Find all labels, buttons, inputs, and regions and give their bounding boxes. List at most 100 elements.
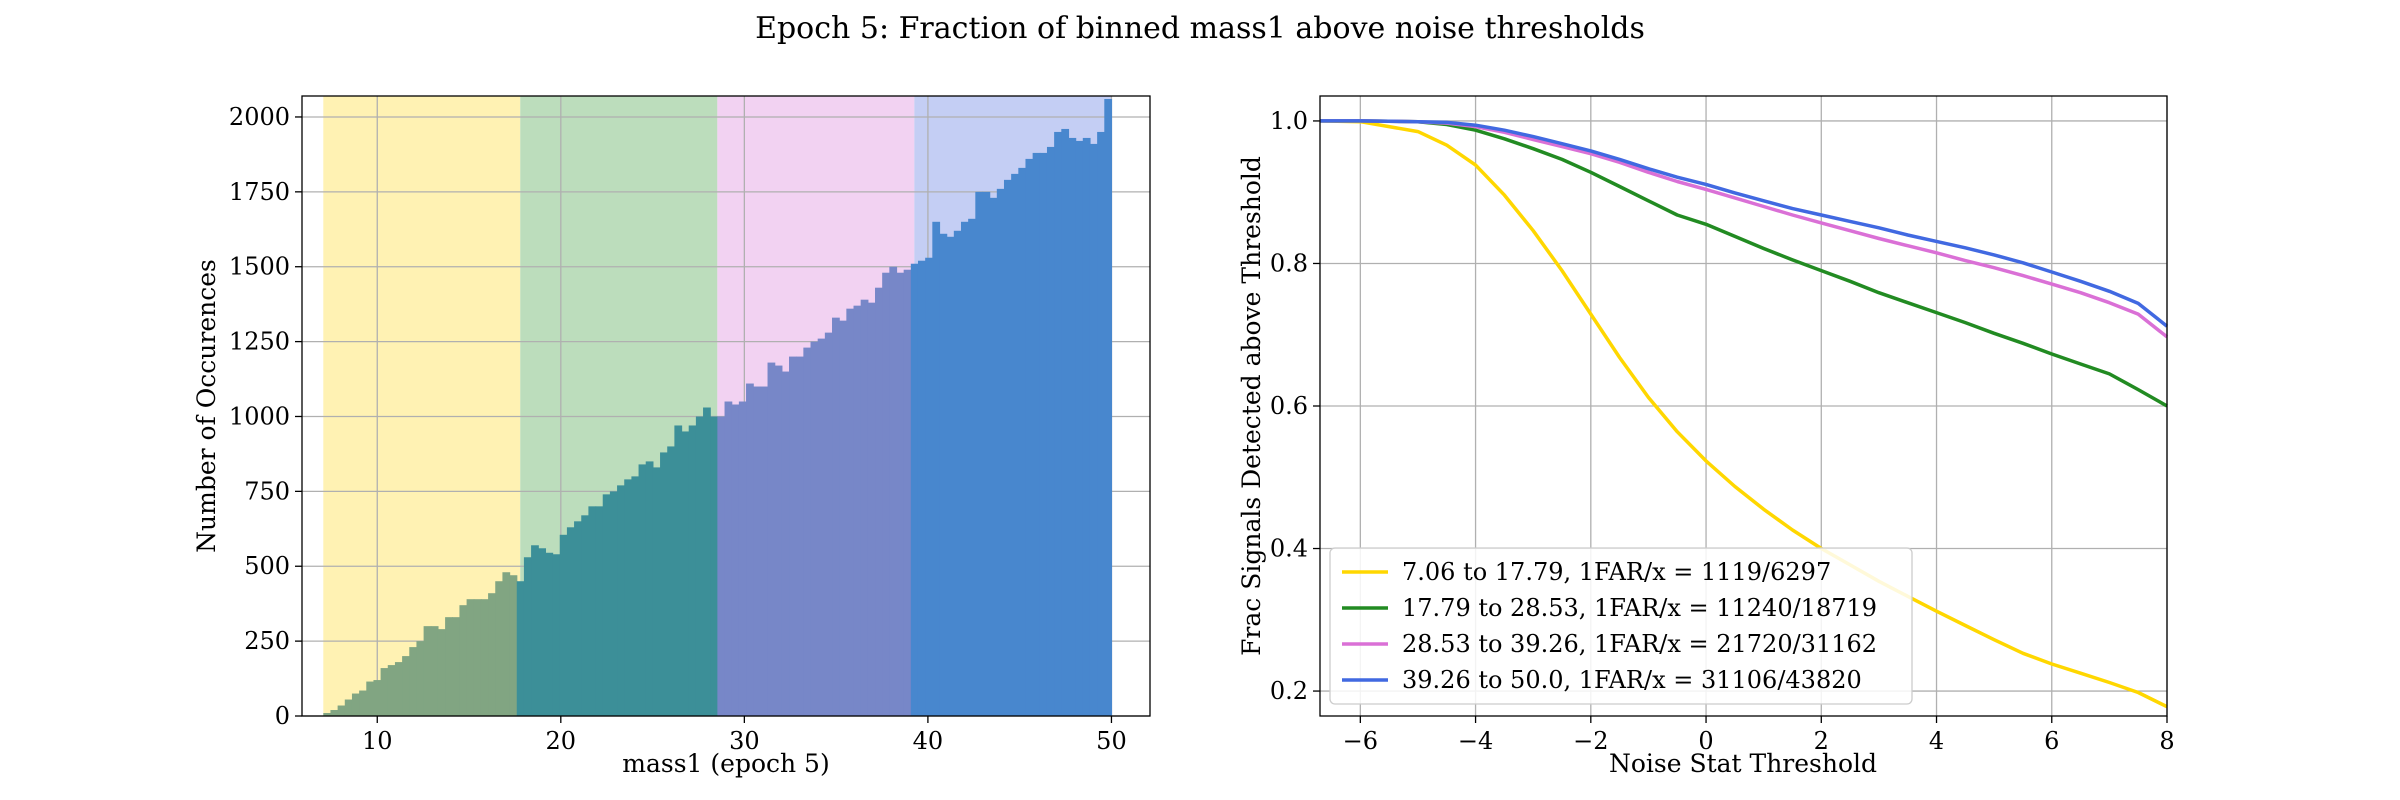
legend-label-2: 17.79 to 28.53, 1FAR/x = 11240/18719 xyxy=(1402,594,1877,622)
histogram-bar xyxy=(710,416,718,716)
histogram-panel: 10 20 30 40 50 0 250 500 750 1000 1250 1500 1750 200… xyxy=(192,95,1151,778)
histogram-bar xyxy=(1061,128,1070,717)
y-tick-label: 2000 xyxy=(229,103,290,131)
histogram-bars xyxy=(323,98,1113,717)
histogram-bar xyxy=(1003,179,1012,716)
histogram-bar xyxy=(523,557,532,716)
y-tick-label: 0.2 xyxy=(1270,677,1308,705)
y-tick-label: 1.0 xyxy=(1270,107,1308,135)
y-tick-label: 250 xyxy=(244,627,290,655)
legend-box xyxy=(1329,547,1913,705)
histogram-bar xyxy=(910,263,919,716)
histogram-bar xyxy=(953,230,962,717)
histogram-x-ticks: 10 20 30 40 50 xyxy=(362,716,1127,755)
histogram-bar xyxy=(939,233,948,716)
histogram-bar xyxy=(1046,146,1055,717)
histogram-bar xyxy=(1011,173,1019,716)
series-line-4 xyxy=(1320,119,2169,328)
histogram-bar xyxy=(366,681,375,716)
histogram-bar xyxy=(896,272,905,716)
histogram-bar xyxy=(387,665,396,716)
histogram-bar xyxy=(638,464,647,716)
x-tick-label: 0 xyxy=(1698,727,1713,755)
histogram-bar xyxy=(1075,140,1084,716)
histogram-bar xyxy=(337,705,346,716)
line-x-ticks: −6 −4 −2 0 2 4 6 8 xyxy=(1343,716,2175,755)
histogram-bar xyxy=(1025,158,1034,716)
histogram-bar xyxy=(344,699,353,716)
histogram-bar xyxy=(609,491,618,716)
histogram-bar xyxy=(1097,131,1105,717)
histogram-bar xyxy=(466,599,475,716)
y-tick-label: 0 xyxy=(275,702,290,730)
histogram-bar xyxy=(817,338,826,716)
histogram-bar xyxy=(516,581,525,716)
histogram-bar xyxy=(753,386,761,716)
histogram-bar xyxy=(925,257,933,716)
histogram-bar xyxy=(351,693,360,716)
line-series xyxy=(1319,119,2169,709)
histogram-bar xyxy=(602,494,611,716)
histogram-bar xyxy=(480,599,489,716)
histogram-bar xyxy=(875,287,883,716)
histogram-bar xyxy=(617,485,625,716)
y-tick-label: 1000 xyxy=(229,402,290,430)
x-tick-label: 10 xyxy=(362,727,393,755)
histogram-bar xyxy=(652,467,661,716)
x-tick-label: 40 xyxy=(913,727,944,755)
histogram-bar xyxy=(667,446,675,716)
legend-label-3: 28.53 to 39.26, 1FAR/x = 21720/31162 xyxy=(1402,630,1877,658)
histogram-bar xyxy=(796,356,804,716)
histogram-bar xyxy=(767,362,776,716)
histogram-bar xyxy=(946,236,955,716)
histogram-bar xyxy=(882,272,890,716)
histogram-bar xyxy=(574,521,582,716)
y-tick-label: 750 xyxy=(244,477,290,505)
histogram-bar xyxy=(502,572,511,716)
histogram-bar xyxy=(660,452,668,716)
histogram-bar xyxy=(746,383,754,716)
histogram-bar xyxy=(695,416,704,716)
histogram-bar xyxy=(688,425,697,716)
histogram-bar xyxy=(1032,152,1041,717)
histogram-bar xyxy=(717,416,726,716)
histogram-bar xyxy=(824,332,833,716)
histogram-axes-frame xyxy=(301,95,1151,717)
histogram-bar xyxy=(1104,98,1113,716)
histogram-bar xyxy=(731,404,740,716)
histogram-bar xyxy=(703,407,711,716)
histogram-bar xyxy=(932,221,941,716)
line-y-axis-label: Frac Signals Detected above Threshold xyxy=(1237,156,1266,656)
histogram-bar xyxy=(846,308,855,716)
histogram-bar xyxy=(323,713,332,716)
histogram-bar xyxy=(645,461,654,716)
x-tick-label: 6 xyxy=(2044,727,2059,755)
histogram-bar xyxy=(430,626,439,716)
histogram-bar xyxy=(394,662,403,716)
x-tick-label: 4 xyxy=(1929,727,1944,755)
line-y-ticks: 0.2 0.4 0.6 0.8 1.0 xyxy=(1270,107,1320,705)
histogram-bar xyxy=(545,552,554,716)
histogram-bar xyxy=(832,317,840,716)
histogram-bar xyxy=(1082,137,1091,716)
histogram-bar xyxy=(774,365,783,716)
histogram-bar xyxy=(860,299,869,716)
histogram-bar xyxy=(552,554,561,716)
histogram-bar xyxy=(588,506,597,716)
y-tick-label: 1500 xyxy=(229,253,290,281)
histogram-bar xyxy=(1018,167,1027,717)
histogram-x-axis-label: mass1 (epoch 5) xyxy=(622,749,829,778)
y-tick-label: 0.6 xyxy=(1270,392,1308,420)
histogram-bar xyxy=(853,305,862,716)
histogram-bar xyxy=(889,266,898,716)
x-tick-label: 2 xyxy=(1814,727,1829,755)
histogram-bar xyxy=(445,617,453,716)
histogram-bar xyxy=(989,197,998,716)
histogram-bar xyxy=(566,527,575,716)
histogram-bar xyxy=(975,191,984,717)
legend-label-1: 7.06 to 17.79, 1FAR/x = 1119/6297 xyxy=(1402,558,1831,586)
histogram-bar xyxy=(330,710,339,716)
histogram-bar xyxy=(1089,143,1098,716)
histogram-y-ticks: 0 250 500 750 1000 1250 1500 1750 2000 xyxy=(229,103,302,730)
